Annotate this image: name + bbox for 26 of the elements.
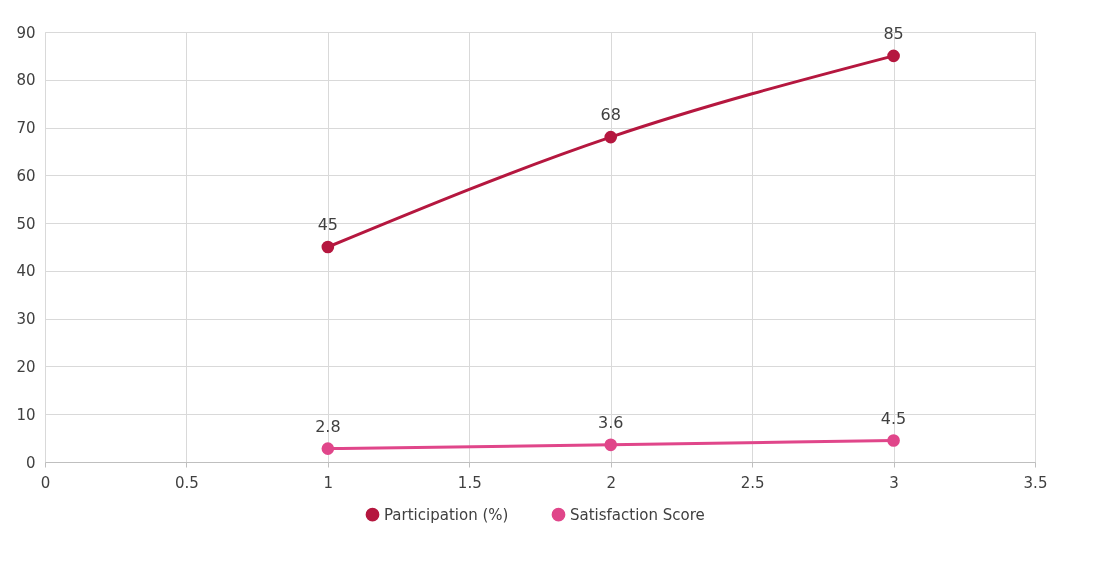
data-label: 45 xyxy=(317,215,339,234)
x-tick-label: 2 xyxy=(606,473,616,492)
data-label: 2.8 xyxy=(315,416,341,436)
y-tick-label: 90 xyxy=(16,23,36,42)
x-tick-label: 0.5 xyxy=(175,473,199,492)
y-tick-label: 30 xyxy=(16,310,36,329)
x-tick-label: 2.5 xyxy=(740,473,765,492)
x-tick-label: 0 xyxy=(40,473,51,492)
x-tick-label: 1 xyxy=(323,473,334,492)
data-label: 3.6 xyxy=(597,412,624,432)
legend-label: Participation (%) xyxy=(384,505,509,524)
y-tick-label: 60 xyxy=(16,166,36,185)
y-tick-label: 20 xyxy=(16,357,36,376)
data-label: 68 xyxy=(600,105,621,125)
y-tick-label: 50 xyxy=(16,214,36,233)
y-tick-label: 0 xyxy=(25,453,36,472)
x-tick-label: 1.5 xyxy=(457,473,482,492)
data-label: 85 xyxy=(883,23,904,43)
y-tick-label: 70 xyxy=(16,119,36,138)
x-tick-label: 3.5 xyxy=(1023,473,1048,492)
x-tick-label: 3 xyxy=(889,473,899,492)
y-tick-label: 40 xyxy=(16,262,36,281)
legend-label: Satisfaction Score xyxy=(570,505,705,524)
y-tick-label: 10 xyxy=(16,405,36,424)
y-tick-label: 80 xyxy=(16,71,36,90)
data-label: 4.5 xyxy=(880,408,907,428)
